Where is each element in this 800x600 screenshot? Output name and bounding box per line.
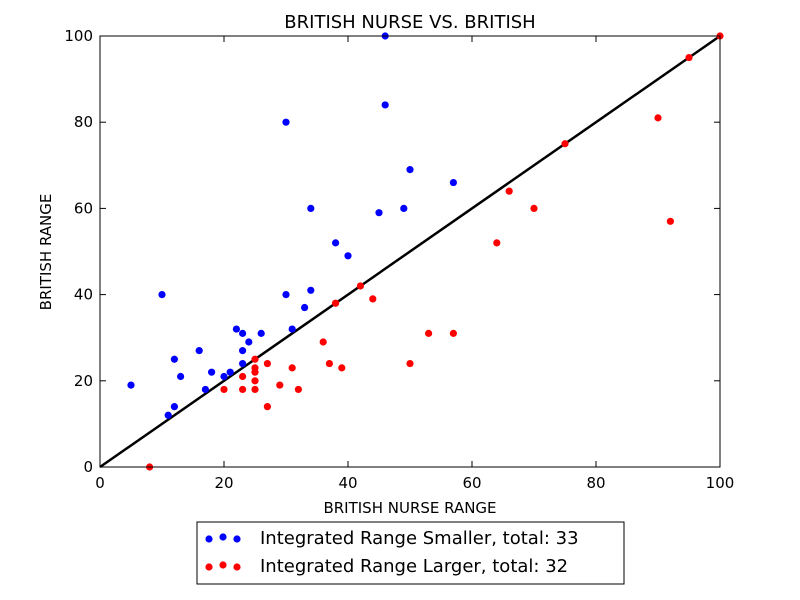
x-tick-label: 40	[338, 474, 357, 492]
legend-frame	[196, 521, 625, 585]
data-point-smaller	[332, 239, 340, 247]
y-tick-label: 80	[74, 113, 93, 131]
data-point-smaller	[245, 338, 253, 346]
data-point-smaller	[170, 355, 178, 363]
data-point-smaller	[406, 166, 414, 174]
data-point-smaller	[257, 329, 265, 337]
chart-title: BRITISH NURSE VS. BRITISH	[284, 12, 535, 33]
data-point-smaller	[158, 291, 166, 299]
data-point-larger	[332, 299, 340, 307]
data-point-larger	[263, 359, 271, 368]
legend-marker	[205, 535, 213, 543]
data-point-larger	[288, 364, 296, 372]
data-point-larger	[239, 385, 247, 394]
x-tick-label: 80	[586, 474, 605, 492]
data-point-larger	[239, 372, 247, 381]
legend-marker	[233, 535, 241, 543]
data-point-smaller	[220, 372, 228, 381]
data-point-larger	[356, 282, 364, 290]
data-point-smaller	[177, 372, 185, 381]
data-point-smaller	[282, 291, 290, 299]
y-tick-label: 20	[74, 372, 93, 390]
data-point-smaller	[301, 303, 309, 312]
x-tick-label: 100	[706, 474, 735, 492]
data-point-larger	[251, 385, 259, 394]
data-point-smaller	[195, 347, 203, 355]
data-point-smaller	[307, 204, 315, 212]
x-axis-label: BRITISH NURSE RANGE	[323, 499, 496, 517]
x-tick-label: 0	[95, 474, 105, 492]
data-point-smaller	[239, 347, 247, 355]
data-point-larger	[251, 377, 259, 385]
y-axis-label: BRITISH RANGE	[37, 194, 55, 311]
data-point-smaller	[164, 411, 172, 419]
data-point-larger	[319, 338, 327, 346]
legend-marker	[233, 563, 241, 571]
data-point-larger	[449, 329, 457, 337]
data-point-larger	[685, 53, 693, 62]
y-tick-label: 100	[64, 27, 93, 45]
data-point-larger	[294, 385, 302, 394]
data-point-larger	[561, 140, 569, 148]
data-point-smaller	[375, 209, 383, 217]
data-point-larger	[406, 359, 414, 368]
data-point-larger	[251, 368, 259, 376]
x-tick-label: 60	[462, 474, 481, 492]
data-point-larger	[276, 381, 284, 389]
data-point-smaller	[201, 385, 209, 394]
data-point-smaller	[307, 286, 315, 294]
data-point-larger	[666, 217, 675, 225]
y-tick-label: 60	[74, 199, 93, 217]
data-point-larger	[425, 329, 433, 337]
data-point-smaller	[400, 204, 408, 212]
legend-marker	[219, 533, 227, 541]
data-point-larger	[338, 364, 346, 372]
data-point-larger	[505, 187, 513, 195]
data-point-larger	[325, 359, 333, 368]
data-point-larger	[493, 239, 501, 247]
data-point-larger	[263, 403, 271, 411]
legend-label: Integrated Range Larger, total: 32	[260, 556, 568, 577]
x-tick-label: 20	[214, 474, 233, 492]
y-tick-label: 40	[74, 286, 93, 304]
data-point-larger	[220, 385, 228, 394]
legend-label: Integrated Range Smaller, total: 33	[260, 528, 579, 549]
data-point-smaller	[381, 101, 389, 109]
data-point-smaller	[239, 329, 247, 337]
data-point-smaller	[170, 403, 178, 411]
data-point-larger	[251, 355, 259, 363]
plot-frame	[99, 35, 721, 468]
plot-area: 0 20 40 60 80 100 0 20 40 60 80 100	[64, 27, 734, 492]
data-point-larger	[530, 204, 538, 212]
data-point-smaller	[226, 368, 234, 376]
data-point-larger	[654, 114, 662, 122]
legend: Integrated Range Smaller, total: 33 Integ…	[196, 521, 625, 585]
y-tick-label: 0	[83, 458, 93, 476]
data-point-smaller	[449, 178, 457, 187]
data-point-smaller	[239, 359, 247, 368]
data-point-smaller	[208, 368, 216, 376]
data-point-smaller	[232, 325, 240, 333]
data-point-smaller	[344, 252, 352, 260]
data-point-larger	[369, 295, 377, 303]
reference-line	[99, 34, 721, 469]
data-point-smaller	[288, 325, 296, 333]
data-point-smaller	[127, 381, 135, 389]
legend-marker	[205, 563, 213, 571]
data-point-smaller	[282, 118, 290, 126]
legend-marker	[219, 561, 227, 569]
